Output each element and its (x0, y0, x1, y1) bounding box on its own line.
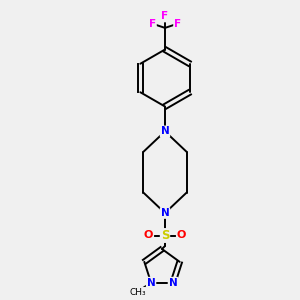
Text: S: S (161, 229, 169, 242)
Text: F: F (149, 19, 156, 29)
Text: CH₃: CH₃ (129, 288, 146, 297)
Text: O: O (177, 230, 186, 241)
Text: N: N (160, 126, 169, 136)
Text: N: N (160, 208, 169, 218)
Text: F: F (174, 19, 181, 29)
Text: F: F (161, 11, 169, 22)
Text: N: N (169, 278, 177, 288)
Text: N: N (147, 278, 155, 288)
Text: O: O (144, 230, 153, 241)
